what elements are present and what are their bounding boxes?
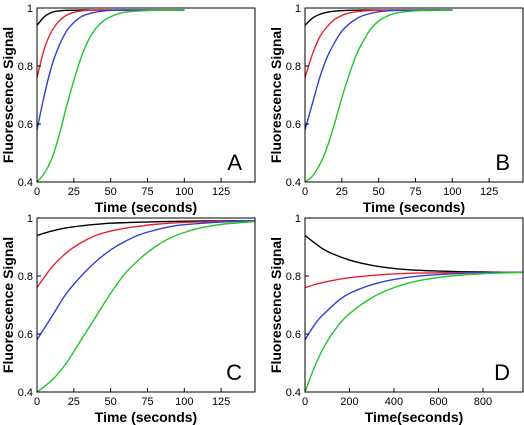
x-tick-label: 50: [373, 186, 385, 198]
x-tick-label: 125: [212, 396, 230, 408]
series-line-green: [37, 220, 255, 392]
x-tick-label: 400: [385, 396, 403, 408]
x-tick-label: 0: [34, 396, 40, 408]
y-tick-label: 0.8: [18, 61, 33, 73]
series-line-green: [305, 271, 523, 392]
plot-frame: [36, 217, 256, 393]
plot-frame: [36, 7, 256, 183]
y-tick-label: 1: [27, 3, 33, 15]
series-line-red: [37, 220, 255, 289]
y-tick-label: 0.4: [286, 387, 301, 399]
y-tick-label: 1: [27, 213, 33, 225]
y-axis-label: Fluorescence Signal: [268, 237, 284, 373]
series-line-black: [37, 220, 255, 237]
x-axis-label: Time (seconds): [95, 199, 197, 215]
panel-letter: A: [227, 150, 242, 175]
x-tick-label: 0: [34, 186, 40, 198]
y-axis-label: Fluorescence Signal: [0, 237, 16, 373]
y-axis-label: Fluorescence Signal: [0, 27, 16, 163]
y-tick-label: 1: [295, 213, 301, 225]
x-tick-label: 125: [212, 186, 230, 198]
series-line-blue: [305, 271, 523, 341]
y-tick-label: 0.4: [286, 177, 301, 189]
x-tick-label: 100: [175, 396, 193, 408]
plot-frame: [304, 217, 524, 393]
panel-letter: C: [226, 360, 242, 385]
series-line-red: [37, 9, 185, 78]
y-tick-label: 0.6: [286, 329, 301, 341]
y-tick-label: 0.4: [18, 177, 33, 189]
x-tick-label: 25: [68, 186, 80, 198]
y-tick-label: 1: [295, 3, 301, 15]
x-tick-label: 50: [105, 396, 117, 408]
series-line-green: [37, 9, 185, 182]
chart-panel-d: 0 200 400 600 800 0.4 0.6 0.8 1 Time(seconds) Fluo…: [268, 213, 524, 425]
y-tick-label: 0.8: [286, 61, 301, 73]
series-line-blue: [305, 9, 453, 130]
x-tick-label: 75: [141, 396, 153, 408]
y-tick-label: 0.6: [18, 119, 33, 131]
chart-panel-c: 0 25 50 75 100 125 0.4 0.6 0.8 1 Time (seconds) Flu…: [0, 213, 256, 425]
plot-frame: [304, 7, 524, 183]
panel-letter: B: [495, 150, 510, 175]
x-tick-label: 0: [302, 186, 308, 198]
y-tick-label: 0.6: [18, 329, 33, 341]
x-tick-label: 0: [302, 396, 308, 408]
x-axis-label: Time (seconds): [95, 409, 197, 425]
x-tick-label: 75: [409, 186, 421, 198]
y-axis-label: Fluorescence Signal: [268, 27, 284, 163]
x-tick-label: 200: [340, 396, 358, 408]
series-line-red: [305, 271, 523, 289]
series-line-black: [305, 234, 523, 273]
chart-panel-b: 0 25 50 75 100 125 0.4 0.6 0.8 1 Time (seconds) Flu…: [268, 3, 524, 215]
x-tick-label: 100: [175, 186, 193, 198]
y-tick-label: 0.8: [286, 271, 301, 283]
x-tick-label: 125: [480, 186, 498, 198]
panel-letter: D: [494, 360, 510, 385]
x-axis-label: Time(seconds): [365, 409, 464, 425]
y-tick-label: 0.6: [286, 119, 301, 131]
y-tick-label: 0.4: [18, 387, 33, 399]
x-tick-label: 50: [105, 186, 117, 198]
chart-panel-a: 0 25 50 75 100 125 0.4 0.6 0.8 1 Time (seconds) Flu…: [0, 3, 256, 215]
series-line-blue: [37, 220, 255, 341]
series-line-red: [305, 9, 453, 78]
series-line-black: [37, 9, 185, 26]
x-tick-label: 25: [68, 396, 80, 408]
x-tick-label: 100: [443, 186, 461, 198]
x-axis-label: Time (seconds): [363, 199, 465, 215]
series-line-green: [305, 9, 453, 182]
y-tick-label: 0.8: [18, 271, 33, 283]
series-line-blue: [37, 9, 185, 130]
x-tick-label: 75: [141, 186, 153, 198]
x-tick-label: 800: [474, 396, 492, 408]
x-tick-label: 25: [336, 186, 348, 198]
x-tick-label: 600: [429, 396, 447, 408]
